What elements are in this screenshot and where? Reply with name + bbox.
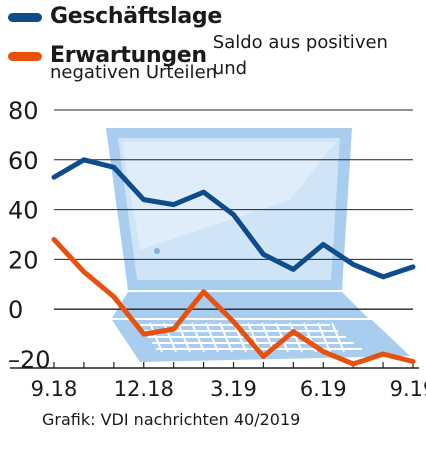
laptop-key-divider	[191, 322, 205, 353]
legend: Geschäftslage Erwartungen Saldo aus posi…	[8, 4, 422, 83]
y-tick-labels: 80 60 40 20 0 –20	[8, 97, 51, 374]
series-line-erwartungen	[51, 236, 416, 367]
x-tick-label: 3.19	[210, 377, 257, 401]
legend-item-erwartungen: Erwartungen Saldo aus positiven und	[8, 30, 422, 82]
legend-swatch-geschaeftslage	[8, 12, 42, 22]
laptop-camera-dot	[154, 248, 160, 254]
laptop-key-divider	[331, 322, 345, 353]
y-tick-label: 40	[8, 197, 39, 225]
laptop-key-divider	[205, 322, 219, 353]
series-line-geschaeftslage	[51, 157, 416, 280]
laptop-screen-glare	[122, 142, 336, 250]
laptop-key-divider	[219, 322, 233, 353]
legend-note-line2: negativen Urteilen	[50, 62, 218, 83]
legend-note-line1: Saldo aus positiven und	[212, 32, 388, 79]
laptop-key-divider	[317, 322, 331, 353]
legend-label-geschaeftslage: Geschäftslage	[50, 4, 222, 29]
legend-label-erwartungen: Erwartungen	[50, 43, 207, 68]
source-credit: Grafik: VDI nachrichten 40/2019	[42, 410, 301, 429]
y-tick-label: 80	[8, 97, 39, 125]
y-tick-label: 20	[8, 246, 39, 274]
x-tick-label: 12.18	[114, 377, 174, 401]
laptop-illustration	[106, 128, 410, 362]
laptop-key-divider	[177, 322, 191, 353]
series-lines	[51, 157, 416, 367]
laptop-key-divider	[275, 322, 289, 353]
y-tick-label: 60	[8, 147, 39, 175]
y-tick-label: –20	[8, 346, 51, 374]
legend-swatch-erwartungen	[8, 51, 42, 61]
laptop-hinge	[112, 292, 368, 318]
x-tick-labels: 9.18 12.18 3.19 6.19 9.19	[31, 377, 426, 401]
laptop-key-divider	[149, 322, 163, 353]
legend-item-geschaeftslage: Geschäftslage	[8, 4, 422, 30]
grid-lines	[10, 109, 419, 369]
laptop-key-divider	[163, 322, 177, 353]
x-tick-label: 9.19	[390, 377, 426, 401]
y-tick-label: 0	[8, 296, 23, 324]
laptop-key-divider	[289, 322, 303, 353]
x-tick-label: 6.19	[300, 377, 347, 401]
x-tick-label: 9.18	[31, 377, 78, 401]
